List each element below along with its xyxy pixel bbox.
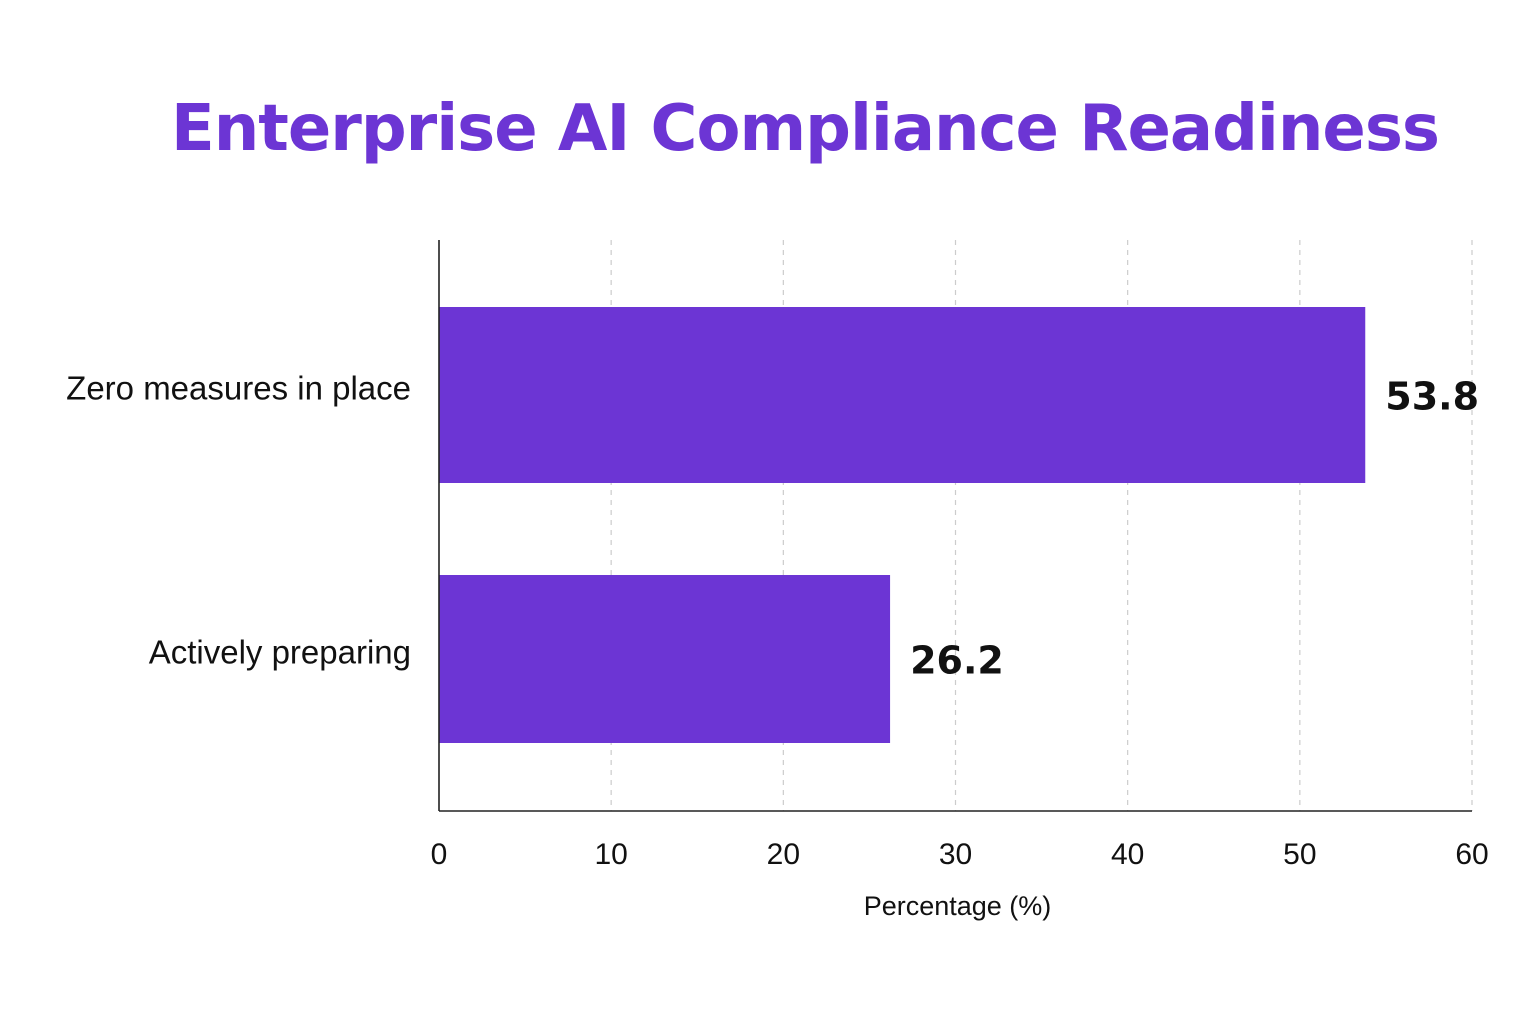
value-labels: 53.8 26.2 xyxy=(910,375,1479,683)
axes xyxy=(438,240,1472,812)
category-label: Zero measures in place xyxy=(66,370,411,407)
x-tick-label: 30 xyxy=(939,838,972,871)
x-tick-label: 20 xyxy=(767,838,800,871)
value-label: 26.2 xyxy=(910,639,1004,683)
x-tick-labels: 0 10 20 30 40 50 60 xyxy=(431,838,1489,871)
x-tick-label: 50 xyxy=(1283,838,1316,871)
x-axis-title: Percentage (%) xyxy=(864,891,1052,921)
bar xyxy=(439,575,891,743)
x-tick-label: 10 xyxy=(594,838,627,871)
bar xyxy=(439,307,1366,483)
category-labels: Zero measures in place Actively preparing xyxy=(66,370,411,671)
category-label: Actively preparing xyxy=(149,634,411,671)
x-tick-label: 40 xyxy=(1111,838,1144,871)
chart-title: Enterprise AI Compliance Readiness xyxy=(170,92,1440,166)
value-label: 53.8 xyxy=(1385,375,1479,419)
x-tick-label: 60 xyxy=(1455,838,1488,871)
x-tick-label: 0 xyxy=(431,838,448,871)
bars xyxy=(439,307,1366,743)
